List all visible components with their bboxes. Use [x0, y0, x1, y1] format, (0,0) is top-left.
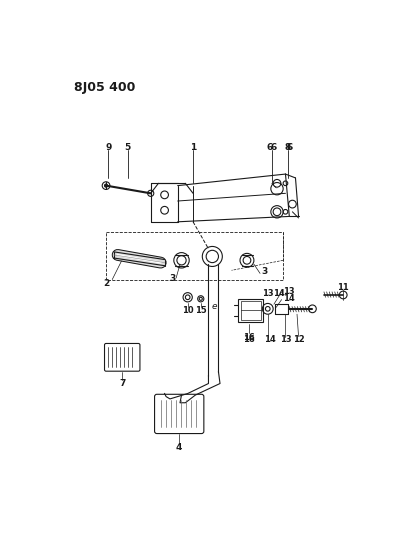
- Text: 8: 8: [285, 143, 291, 151]
- Circle shape: [104, 184, 108, 187]
- Text: 5: 5: [125, 143, 131, 151]
- Text: 13: 13: [279, 335, 291, 344]
- Text: 14: 14: [264, 335, 276, 344]
- Text: 16: 16: [243, 335, 255, 344]
- Text: 15: 15: [195, 306, 207, 315]
- Text: 14: 14: [274, 289, 285, 298]
- Text: 9: 9: [105, 143, 112, 151]
- Text: 8J05 400: 8J05 400: [74, 81, 135, 94]
- Text: 11: 11: [337, 283, 349, 292]
- Bar: [239, 299, 263, 322]
- Text: 1: 1: [190, 143, 196, 151]
- Text: 6: 6: [271, 143, 277, 151]
- Text: 12: 12: [293, 335, 304, 344]
- FancyBboxPatch shape: [154, 394, 204, 433]
- Text: 10: 10: [182, 306, 193, 315]
- Text: 14: 14: [283, 294, 295, 303]
- Text: 2: 2: [103, 279, 109, 288]
- Text: 7: 7: [119, 379, 125, 388]
- Bar: [241, 301, 261, 320]
- Text: 16: 16: [243, 333, 255, 342]
- Text: 3: 3: [262, 268, 268, 276]
- Text: 4: 4: [176, 443, 182, 452]
- Text: 13: 13: [283, 287, 295, 296]
- Text: 6: 6: [267, 143, 273, 151]
- Text: 3: 3: [169, 273, 175, 282]
- Text: e: e: [212, 302, 218, 311]
- Text: 6: 6: [286, 143, 293, 151]
- Text: 13: 13: [262, 289, 274, 298]
- Bar: [106, 232, 283, 280]
